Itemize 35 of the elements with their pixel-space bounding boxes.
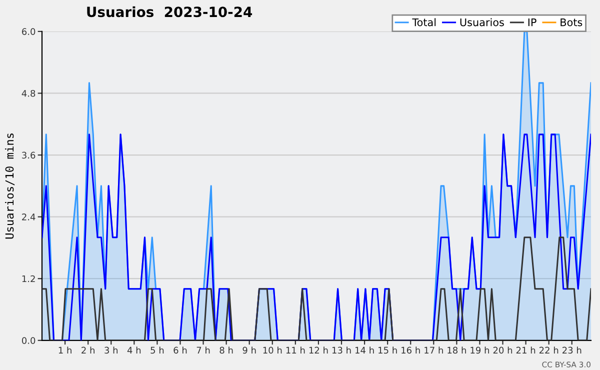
x-tick-label: 11 h — [286, 346, 305, 354]
x-tick-label: 15 h — [378, 346, 397, 354]
x-tick-label: 14 h — [355, 346, 374, 354]
y-tick-label: 6.0 — [22, 28, 36, 36]
legend-label: Usuarios — [460, 18, 504, 26]
x-tick-label: 6 h — [174, 346, 187, 354]
x-tick-label: 12 h — [309, 346, 328, 354]
y-tick-label: 4.8 — [22, 90, 36, 97]
x-tick-label: 23 h — [562, 346, 582, 354]
x-tick-label: 4 h — [127, 346, 141, 354]
x-tick-label: 3 h — [104, 346, 118, 354]
x-tick-label: 8 h — [220, 346, 233, 354]
x-tick-label: 5 h — [150, 346, 164, 354]
y-tick-label: 1.2 — [22, 275, 35, 282]
y-tick-label: 3.6 — [22, 152, 36, 159]
x-tick-label: 1 h — [58, 346, 72, 354]
x-tick-label: 21 h — [516, 346, 536, 354]
x-tick-label: 7 h — [196, 346, 210, 354]
y-axis-title: Usuarios/10 mins — [5, 134, 15, 239]
x-tick-label: 13 h — [332, 346, 351, 354]
x-tick-label: 2 h — [82, 346, 94, 354]
y-tick-label: 2.4 — [22, 214, 36, 220]
legend-label: Total — [412, 18, 436, 26]
y-tick-label: 0.0 — [22, 337, 36, 344]
x-tick-label: 22 h — [539, 346, 558, 354]
x-tick-label: 19 h — [470, 346, 489, 354]
chart-title: Usuarios 2023-10-24 — [87, 6, 252, 18]
x-tick-label: 17 h — [424, 346, 443, 354]
x-tick-label: 20 h — [493, 346, 512, 354]
x-tick-label: 10 h — [263, 346, 282, 354]
x-tick-label: 18 h — [448, 346, 466, 354]
legend-label: Bots — [560, 18, 582, 26]
x-tick-label: 16 h — [402, 346, 420, 354]
x-tick-label: 9 h — [242, 346, 256, 354]
legend-label: IP — [528, 18, 536, 26]
